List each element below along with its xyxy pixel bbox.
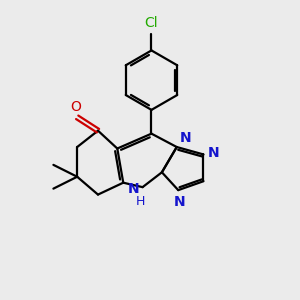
Text: H: H [136,196,145,208]
Text: N: N [128,182,139,196]
Text: O: O [70,100,81,114]
Text: Cl: Cl [145,16,158,30]
Text: N: N [207,146,219,160]
Text: N: N [180,131,191,145]
Text: N: N [174,196,185,209]
